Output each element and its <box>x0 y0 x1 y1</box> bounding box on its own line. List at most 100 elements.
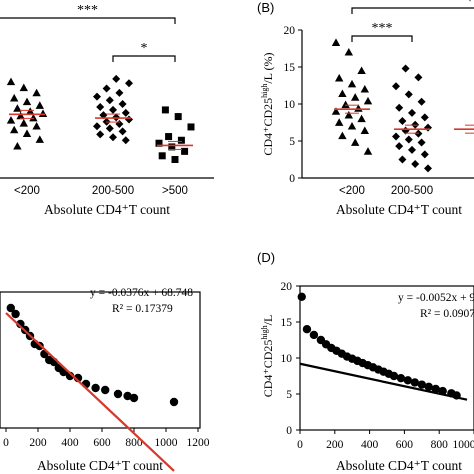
panel-d-y-label: CD4⁺CD25high/L <box>260 315 275 398</box>
panel-a-x-label: Absolute CD4⁺T count <box>44 202 170 217</box>
panel-c-x-tick-label: 1200 <box>187 437 210 449</box>
panel-b-y-tick-label: 10 <box>284 99 296 111</box>
panel-b-data-point <box>363 147 373 155</box>
panel-b-data-point <box>357 66 366 75</box>
panel-a-data-point <box>99 111 108 120</box>
panel-d-r-squared: R² = 0.09079 <box>420 308 474 320</box>
panel-b-significance-label: * <box>467 0 474 9</box>
panel-c-data-point <box>129 393 139 403</box>
panel-b-significance-bracket <box>351 35 413 42</box>
panel-a-data-point <box>105 124 114 133</box>
panel-c: 0 200 400 600 800 1000 1200 y = -0.0376x + 68.… <box>0 287 210 473</box>
panel-b-data-point <box>331 107 341 115</box>
panel-b-data-point <box>392 82 400 91</box>
panel-b-data-point <box>395 103 404 112</box>
panel-b-y-tick-label: 5 <box>289 136 295 148</box>
panel-b-category-label: <200 <box>339 185 365 197</box>
panel-b-data-point <box>338 89 347 97</box>
panel-b-data-point <box>398 155 407 164</box>
panel-b-data-point <box>398 117 407 126</box>
panel-a-data-point <box>35 101 44 109</box>
panel-d-data-point <box>302 325 312 334</box>
panel-b-data-point <box>335 73 344 82</box>
panel-d-data-point <box>309 330 319 340</box>
panel-a-data-point <box>10 93 19 102</box>
panel-d-x-tick-label: 600 <box>396 439 414 451</box>
panel-b-data-point <box>404 90 413 99</box>
panel-d-x-tick-label: 200 <box>326 439 344 451</box>
panel-b-data-point <box>331 38 341 46</box>
panel-a-significance-bracket <box>112 55 176 62</box>
panel-b-data-point <box>420 113 429 122</box>
panel-a-data-point <box>187 123 195 131</box>
panel-c-data-point <box>11 309 20 319</box>
panel-b-data-point <box>357 114 366 123</box>
panel-a-data-point <box>125 79 133 88</box>
panel-a-significance-label: *** <box>77 3 98 18</box>
panel-c-x-tick-label: 200 <box>29 437 47 449</box>
panel-c-data-point <box>16 319 25 329</box>
panel-a-data-point <box>118 127 127 136</box>
panel-d-data-point <box>410 378 420 387</box>
panel-a-data-point <box>29 113 38 122</box>
panel-b-y-tick-label: 20 <box>284 25 296 37</box>
panel-c-x-tick-label: 0 <box>3 437 9 449</box>
panel-c-data-point <box>123 391 132 401</box>
panel-a-data-point <box>165 133 173 141</box>
panel-a-data-point <box>121 136 130 145</box>
panel-a-data-point <box>174 113 182 121</box>
panel-a-data-point <box>115 88 124 97</box>
panel-b-tag: (B) <box>257 0 274 15</box>
panel-a-category-label: <200 <box>14 185 40 197</box>
panel-d: (D) 0 5 10 15 20 0 200 400 600 800 1000 y = -0.00… <box>257 250 474 473</box>
panel-a-data-point <box>13 104 22 112</box>
panel-d-data-point <box>389 371 399 381</box>
panel-d-data-point <box>396 373 406 383</box>
panel-b-data-point <box>347 79 357 88</box>
panel-d-data-point <box>297 292 306 301</box>
panel-a-data-point <box>181 147 189 155</box>
panel-c-equation: y = -0.0376x + 68.748 <box>90 287 193 299</box>
panel-a-data-point <box>112 74 121 83</box>
panel-b-data-point <box>360 126 369 134</box>
panel-a-category-label: >500 <box>162 185 188 197</box>
panel-a-data-point <box>168 143 176 151</box>
panel-a-data-point <box>109 133 117 142</box>
panel-b-data-point <box>420 150 429 159</box>
panel-a-data-point <box>93 122 101 131</box>
panel-a-data-point <box>93 92 101 101</box>
panel-c-data-point <box>101 385 110 395</box>
panel-a-data-point <box>6 77 16 86</box>
panel-a-data-point <box>155 139 163 147</box>
panel-b-data-point <box>335 118 344 126</box>
panel-a-data-point <box>105 96 114 105</box>
panel-a-data-point <box>125 115 133 124</box>
panel-c-x-tick-label: 400 <box>61 437 79 449</box>
panel-c-x-tick-label: 600 <box>93 437 111 449</box>
panel-a-significance-bracket <box>0 17 176 24</box>
panel-b-significance-bracket <box>351 7 474 14</box>
panel-b-data-point <box>344 48 353 56</box>
panel-b-data-point <box>338 131 347 140</box>
panel-b-significance-label: *** <box>372 21 393 36</box>
panel-a-data-point <box>177 136 185 144</box>
panel-a-data-point <box>16 111 25 120</box>
panel-d-data-point <box>403 376 413 385</box>
panel-b-data-point <box>417 97 426 106</box>
panel-b-data-point <box>411 159 420 168</box>
panel-a-data-point <box>158 152 166 160</box>
panel-b-data-point <box>392 132 400 141</box>
panel-a-data-point <box>109 105 117 114</box>
panel-a-data-point <box>161 106 169 114</box>
panel-d-x-label: Absolute CD4⁺T count <box>336 458 462 473</box>
panel-b-data-point <box>408 145 416 154</box>
panel-d-y-tick-label: 15 <box>281 317 293 329</box>
panel-d-y-tick-label: 5 <box>286 389 292 401</box>
panel-c-x-label: Absolute CD4⁺T count <box>37 458 163 473</box>
panel-b-y-tick-label: 0 <box>289 173 295 185</box>
panel-a-significance-label: * <box>141 41 148 56</box>
panel-a-data-point <box>35 135 44 143</box>
panel-b-data-point <box>395 142 404 151</box>
